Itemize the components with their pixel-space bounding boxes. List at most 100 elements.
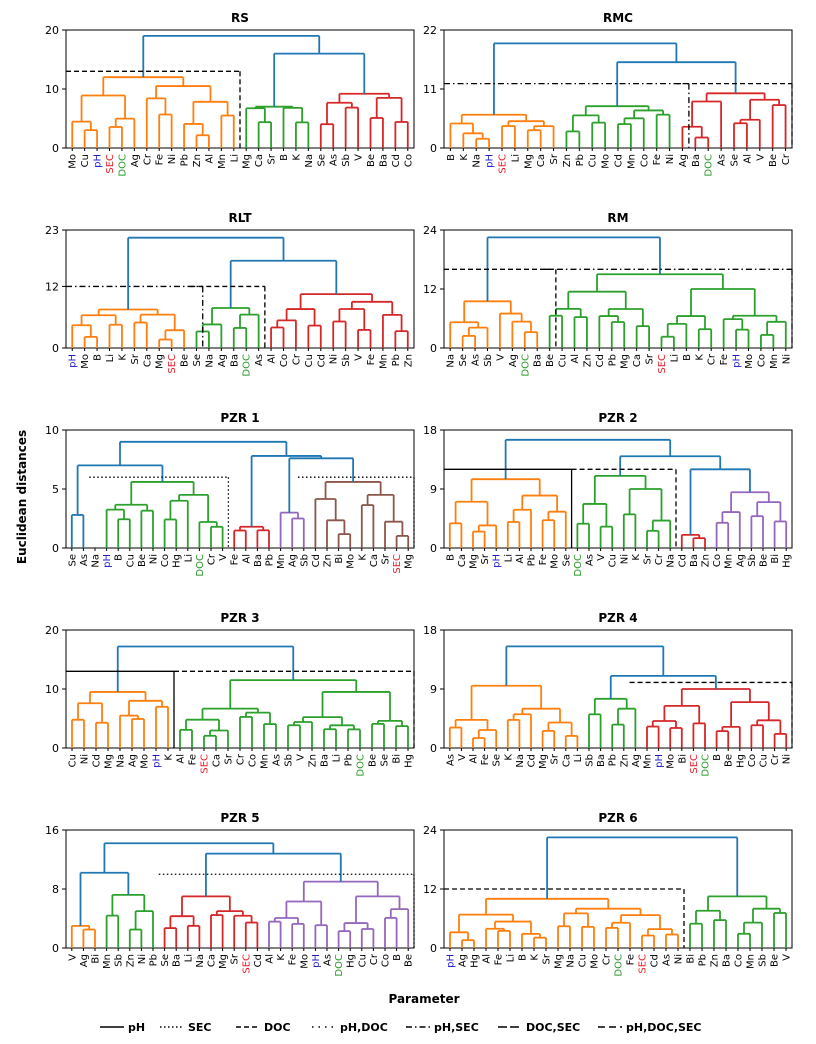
leaf-label: Bi	[91, 954, 102, 964]
panel-8: PZR 5 0 8 16 V Ag Bi Mn Sb Zn Ni Pb Se Ba Li Na Ca Mg Sr SE…	[45, 811, 415, 977]
y-tick-label: 12	[423, 283, 437, 296]
leaf-label: V	[495, 354, 506, 361]
leaf-label: Zn	[562, 154, 573, 167]
panel-title: PZR 4	[598, 611, 637, 625]
leaf-label: B	[93, 354, 104, 361]
y-tick-label: 5	[52, 483, 59, 496]
leaf-label: Pb	[265, 554, 276, 566]
leaf-label: Pb	[575, 154, 586, 166]
leaf-label: DOC	[573, 554, 584, 577]
leaf-label: Ca	[536, 154, 547, 167]
leaf-label: Sr	[643, 553, 654, 564]
leaf-label: Co	[756, 354, 767, 367]
legend: pH SEC DOC pH,DOC pH,SEC DOC,SEC pH,DOC,SEC	[100, 1021, 702, 1034]
leaf-label: Fe	[366, 354, 377, 365]
leaf-label: Se	[67, 554, 78, 567]
leaf-label: Se	[192, 354, 203, 367]
leaf-label: pH	[102, 554, 113, 568]
leaf-label: SEC	[689, 754, 700, 774]
leaf-label: Mo	[140, 754, 151, 769]
cluster-orange	[70, 924, 96, 948]
leaf-label: Mg	[554, 954, 565, 969]
leaf-label: V	[596, 554, 607, 561]
leaf-label: Cr	[602, 953, 613, 965]
leaf-label: Ca	[369, 554, 380, 567]
leaf-label: DOC	[334, 954, 345, 977]
y-tick-label: 20	[45, 624, 59, 637]
leaf-label: Hg	[470, 954, 481, 968]
panel-6: PZR 3 0 10 20 Cu Ni Cd Mg Na Ag Mo pH K Al Fe SEC Ca Sr Cr…	[45, 611, 415, 777]
leaf-label: Na	[566, 954, 577, 968]
leaf-label: Ba	[689, 554, 700, 567]
leaf-label: Sr	[130, 353, 141, 364]
leaf-label: Fe	[288, 954, 299, 965]
legend-label: pH,SEC	[434, 1021, 479, 1034]
leaf-label: Li	[503, 554, 514, 562]
leaf-label: B	[712, 754, 723, 761]
leaf-label: Be	[768, 154, 779, 167]
leaf-label: Ag	[217, 354, 228, 367]
y-tick-label: 0	[430, 542, 437, 555]
leaf-label: Co	[279, 354, 290, 367]
leaf-label: Al	[570, 354, 581, 364]
leaf-label: Be	[770, 954, 781, 967]
leaf-label: Fe	[719, 354, 730, 365]
leaf-label: Mn	[626, 154, 637, 169]
y-tick-label: 22	[423, 24, 437, 37]
leaf-label: Mn	[276, 554, 287, 569]
leaf-label: Sr	[381, 553, 392, 564]
cluster-green	[179, 679, 409, 748]
leaf-label: Cd	[316, 354, 327, 367]
leaf-label: Mg	[469, 554, 480, 569]
leaf-label: B	[114, 554, 125, 561]
leaf-label: Cr	[291, 353, 302, 365]
leaf-label: Sr	[542, 953, 553, 964]
leaf-label: Fe	[155, 154, 166, 165]
leaf-label: Cr	[142, 153, 153, 165]
leaf-label: Al	[469, 754, 480, 764]
panel-title: RS	[231, 11, 249, 25]
leaf-label: Na	[91, 554, 102, 568]
leaf-label: Zn	[403, 354, 414, 367]
leaf-label: pH	[68, 354, 79, 368]
leaf-label: As	[79, 554, 90, 566]
leaf-label: As	[254, 354, 265, 366]
leaf-label: Cd	[253, 954, 264, 967]
leaf-label: Se	[492, 754, 503, 767]
y-tick-label: 0	[52, 942, 59, 955]
leaf-label: Mn	[102, 954, 113, 969]
leaf-label: Li	[510, 154, 521, 162]
leaf-label: SEC	[657, 354, 668, 374]
leaf-label: Hg	[346, 954, 357, 968]
y-tick-label: 23	[45, 224, 59, 237]
leaf-label: pH	[93, 154, 104, 168]
leaf-label: V	[218, 554, 229, 561]
leaf-label: Ba	[596, 754, 607, 767]
cluster-red	[233, 525, 270, 548]
leaf-label: Mg	[155, 354, 166, 369]
panel-7: PZR 4 0 9 18 As V Al Fe Se K Na Cd Mg Sr Ca Li Sb Ba Pb Zn A…	[423, 611, 793, 777]
cluster-red	[270, 293, 409, 348]
leaf-label: Mo	[80, 354, 91, 369]
cluster-red	[163, 895, 259, 948]
y-tick-label: 18	[423, 624, 437, 637]
leaf-label: Bi	[677, 754, 688, 764]
leaf-label: Sb	[758, 954, 769, 967]
panel-title: RMC	[603, 11, 633, 25]
cluster-green	[576, 474, 672, 548]
leaf-label: Fe	[188, 754, 199, 765]
leaf-label: SEC	[167, 354, 178, 374]
leaf-label: pH	[152, 754, 163, 768]
leaf-label: As	[662, 954, 673, 966]
leaf-label: Mn	[769, 354, 780, 369]
leaf-label: K	[631, 554, 642, 561]
cluster-brown	[314, 481, 410, 548]
leaf-label: Ba	[229, 354, 240, 367]
leaf-label: pH	[311, 954, 322, 968]
leaf-label: Sr	[549, 153, 560, 164]
y-tick-label: 0	[430, 942, 437, 955]
leaf-label: Ni	[781, 354, 792, 364]
leaf-label: Co	[734, 954, 745, 967]
